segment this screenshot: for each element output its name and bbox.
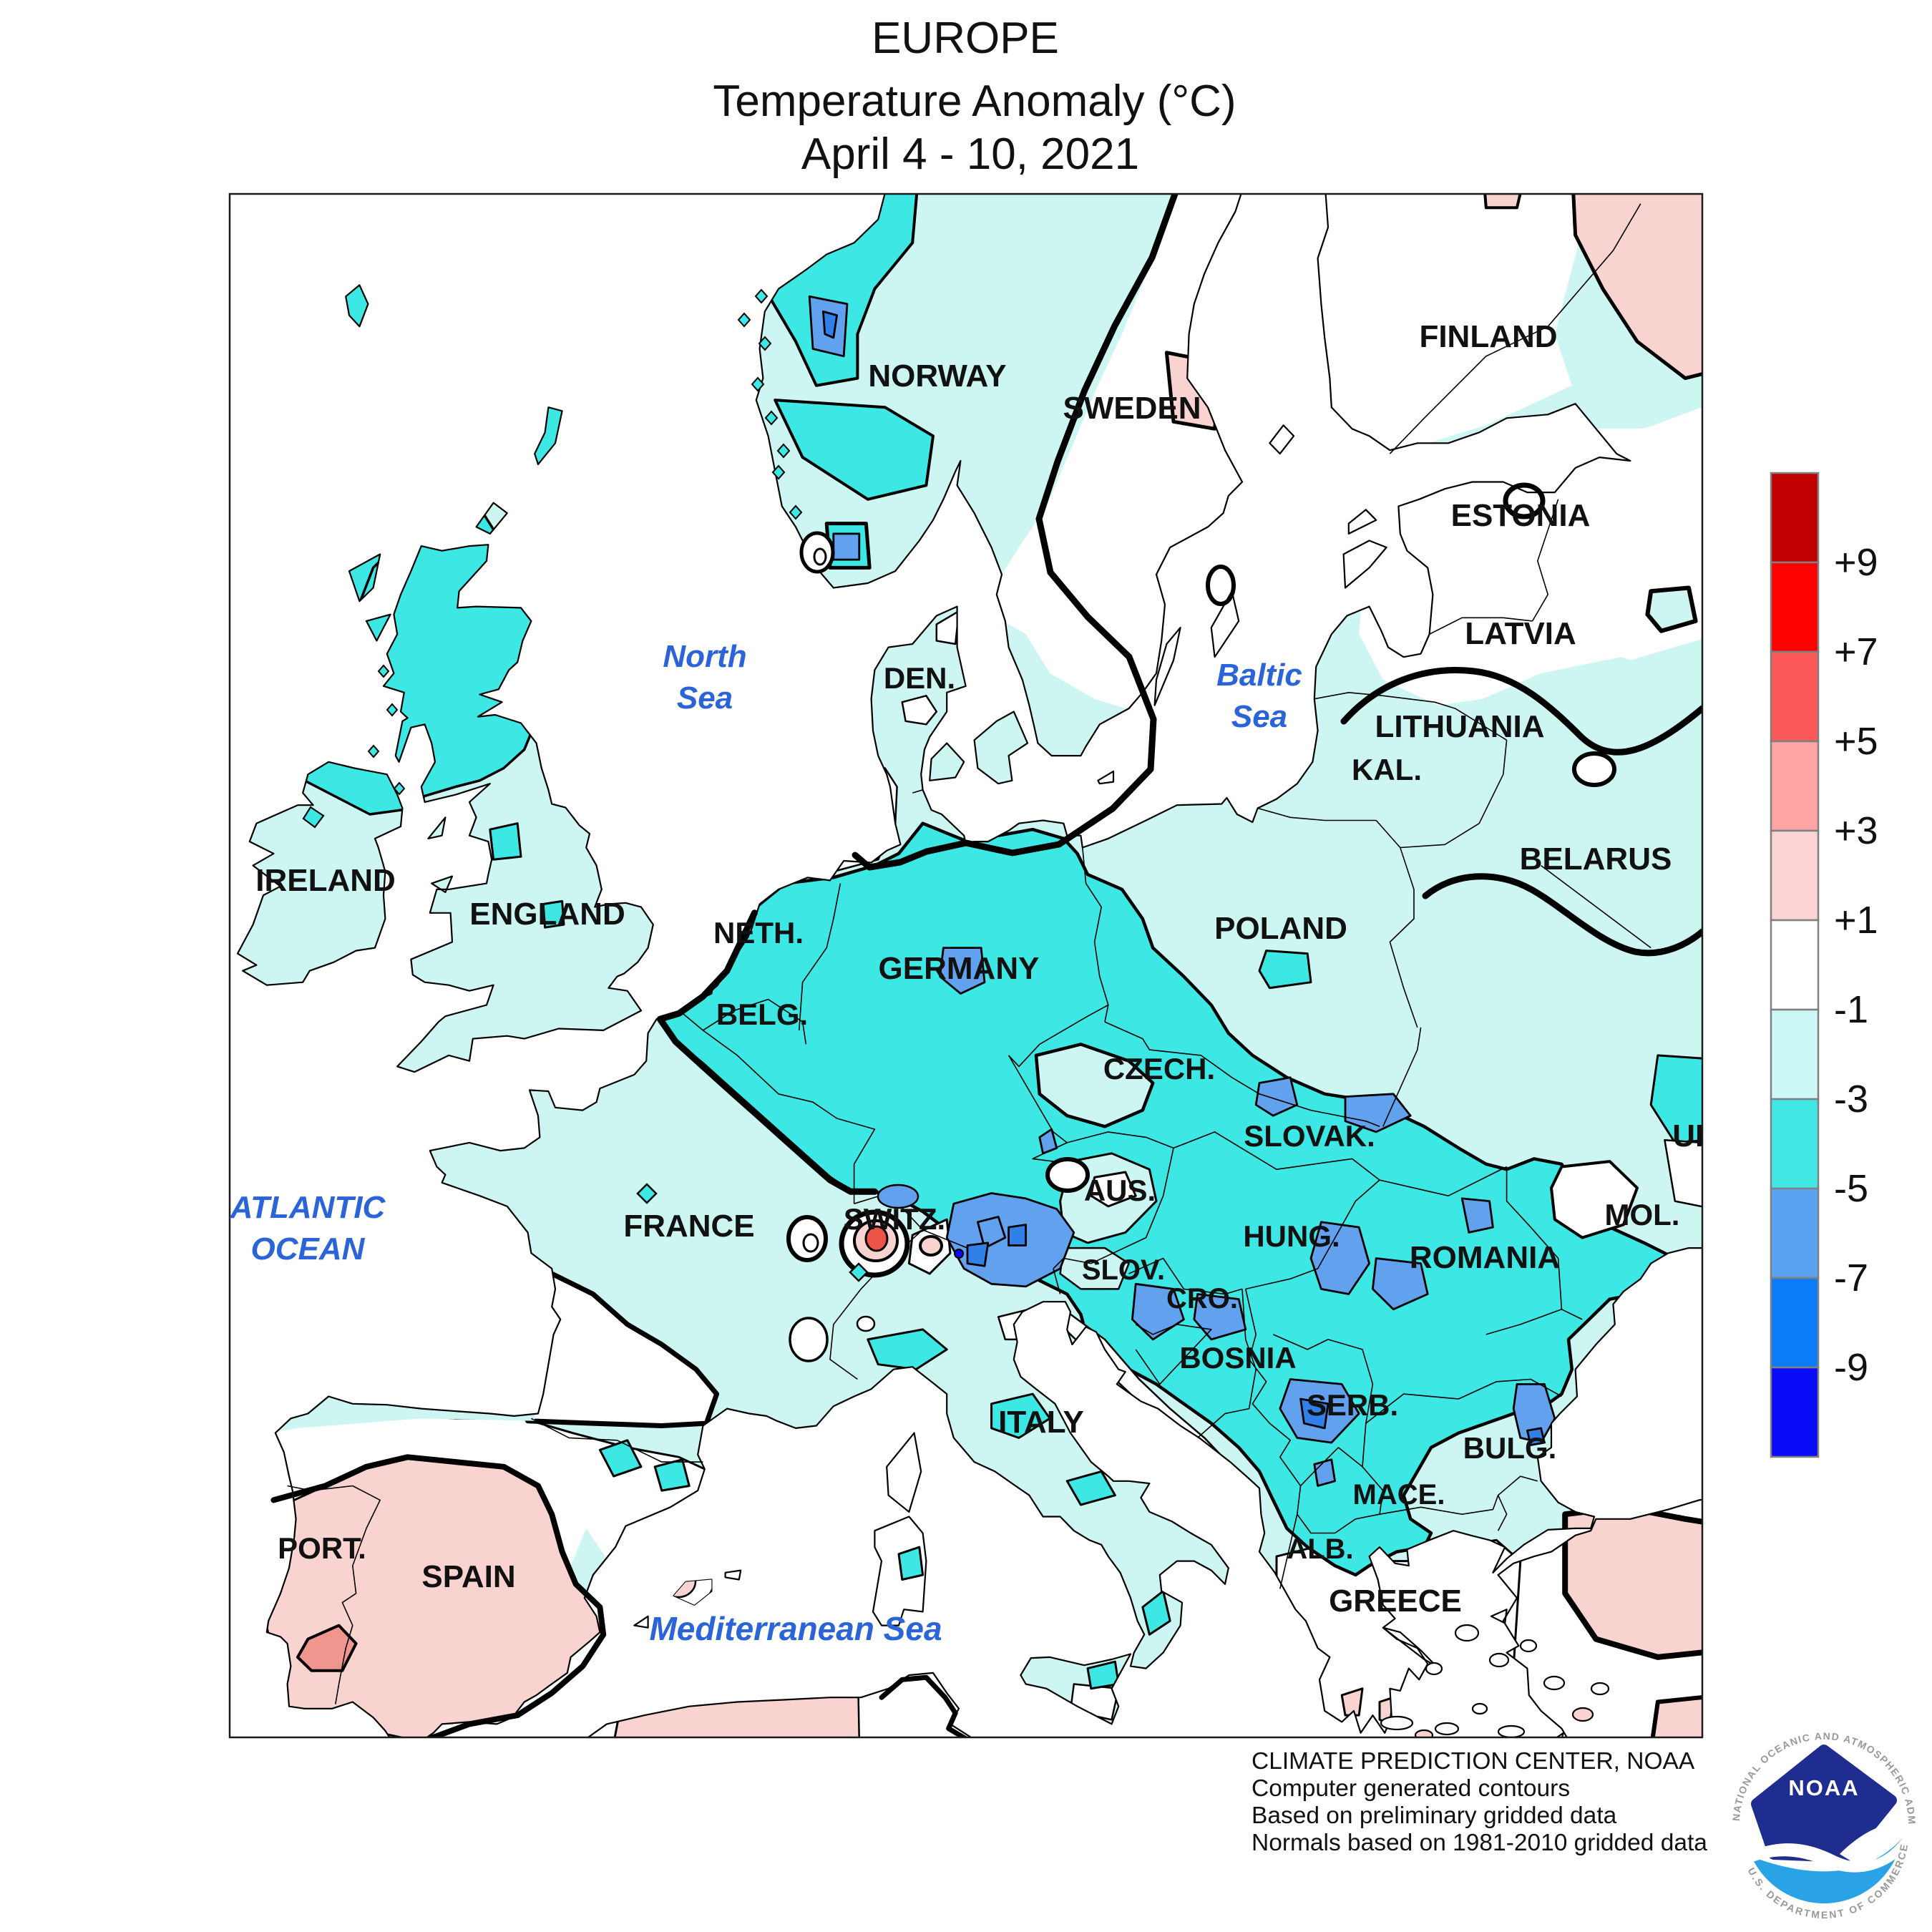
svg-text:HUNG.: HUNG. [1243,1219,1340,1253]
svg-text:+9: +9 [1834,541,1878,584]
svg-text:DEN.: DEN. [884,661,955,695]
svg-text:-1: -1 [1834,988,1868,1031]
svg-text:-5: -5 [1834,1167,1868,1210]
svg-text:April 4 - 10, 2021: April 4 - 10, 2021 [801,130,1139,179]
svg-text:+7: +7 [1834,630,1878,673]
svg-text:SERB.: SERB. [1307,1388,1398,1422]
svg-text:North: North [663,639,746,674]
svg-text:Temperature Anomaly (°C): Temperature Anomaly (°C) [713,77,1236,126]
svg-text:CRO.: CRO. [1166,1283,1238,1314]
svg-text:CLIMATE PREDICTION CENTER, NOA: CLIMATE PREDICTION CENTER, NOAA [1252,1748,1695,1775]
svg-text:ATLANTIC: ATLANTIC [230,1190,386,1225]
svg-text:-3: -3 [1834,1078,1868,1121]
svg-text:FINLAND: FINLAND [1419,319,1557,354]
svg-text:LATVIA: LATVIA [1465,616,1576,651]
svg-text:-9: -9 [1834,1346,1868,1389]
svg-text:BULG.: BULG. [1463,1431,1557,1465]
svg-text:SLOVAK.: SLOVAK. [1244,1119,1375,1153]
svg-text:UKR.: UKR. [1672,1118,1750,1153]
svg-text:EUROPE: EUROPE [872,14,1059,63]
svg-text:SPAIN: SPAIN [421,1559,515,1594]
svg-text:BOSNIA: BOSNIA [1179,1341,1296,1375]
svg-text:BELARUS: BELARUS [1520,841,1672,877]
svg-text:ROMANIA: ROMANIA [1410,1240,1560,1275]
svg-text:Mediterranean Sea: Mediterranean Sea [649,1610,942,1647]
svg-text:SWEDEN: SWEDEN [1063,391,1201,426]
svg-text:MACE.: MACE. [1353,1479,1445,1511]
svg-text:Sea: Sea [677,680,733,716]
svg-text:BELG.: BELG. [716,997,808,1031]
svg-text:Computer generated contours: Computer generated contours [1252,1775,1570,1802]
svg-text:ITALY: ITALY [998,1405,1084,1440]
svg-text:+1: +1 [1834,899,1878,942]
svg-text:FRANCE: FRANCE [623,1209,754,1244]
svg-text:PORT.: PORT. [278,1531,366,1565]
svg-text:-7: -7 [1834,1257,1868,1299]
svg-text:MOL.: MOL. [1605,1198,1680,1231]
svg-text:LITHUANIA: LITHUANIA [1375,709,1544,744]
svg-text:ALB.: ALB. [1287,1533,1353,1565]
svg-text:NORWAY: NORWAY [868,358,1006,394]
svg-text:GREECE: GREECE [1329,1584,1462,1619]
svg-text:+3: +3 [1834,809,1878,852]
svg-text:NETH.: NETH. [713,916,804,950]
svg-text:CZECH.: CZECH. [1103,1052,1215,1085]
svg-text:SLOV.: SLOV. [1082,1254,1165,1286]
svg-text:ENGLAND: ENGLAND [469,897,625,932]
svg-text:Baltic: Baltic [1216,658,1302,693]
svg-text:OCEAN: OCEAN [251,1231,366,1267]
svg-text:IRELAND: IRELAND [255,863,396,898]
svg-text:SWITZ.: SWITZ. [844,1202,945,1236]
svg-text:GERMANY: GERMANY [879,951,1040,986]
svg-text:Based on preliminary gridded d: Based on preliminary gridded data [1252,1802,1617,1829]
svg-text:ESTONIA: ESTONIA [1451,498,1591,533]
svg-text:NOAA: NOAA [1788,1775,1859,1800]
svg-text:POLAND: POLAND [1214,911,1347,946]
svg-text:Sea: Sea [1231,699,1287,734]
svg-text:AUS.: AUS. [1084,1174,1156,1207]
svg-text:Normals based on 1981-2010 gri: Normals based on 1981-2010 gridded data [1252,1830,1707,1856]
svg-text:+5: +5 [1834,720,1878,763]
svg-text:KAL.: KAL. [1352,753,1422,786]
